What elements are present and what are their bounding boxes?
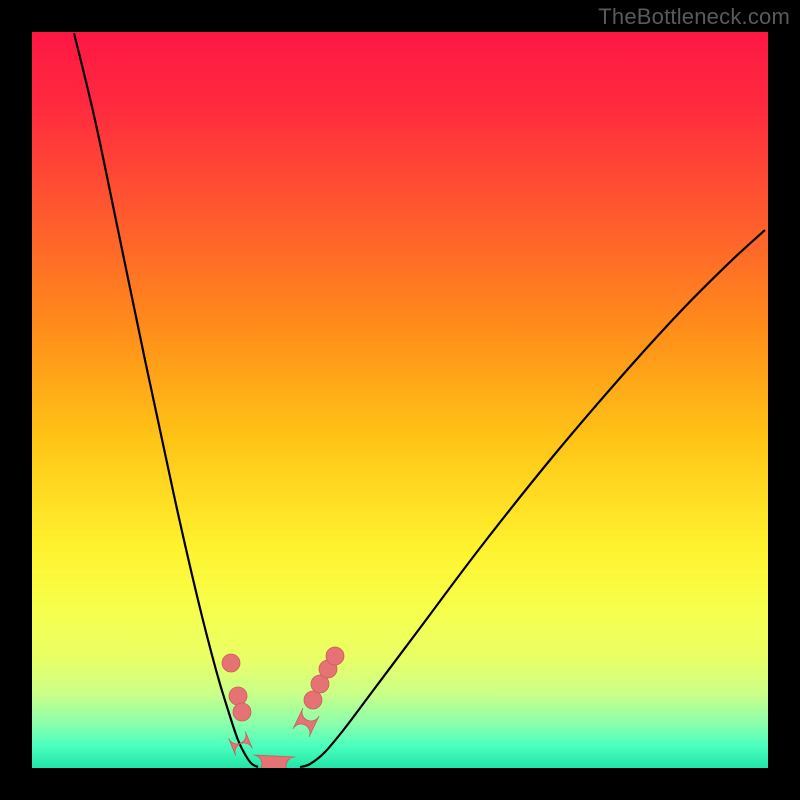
marker-dot (326, 647, 344, 665)
chart-svg (0, 0, 800, 800)
chart-frame: TheBottleneck.com (0, 0, 800, 800)
marker-dot (233, 703, 251, 721)
marker-dot (222, 654, 240, 672)
marker-dot (304, 691, 322, 709)
gradient-background (32, 32, 768, 768)
marker-dot (229, 687, 247, 705)
watermark-text: TheBottleneck.com (598, 4, 790, 30)
